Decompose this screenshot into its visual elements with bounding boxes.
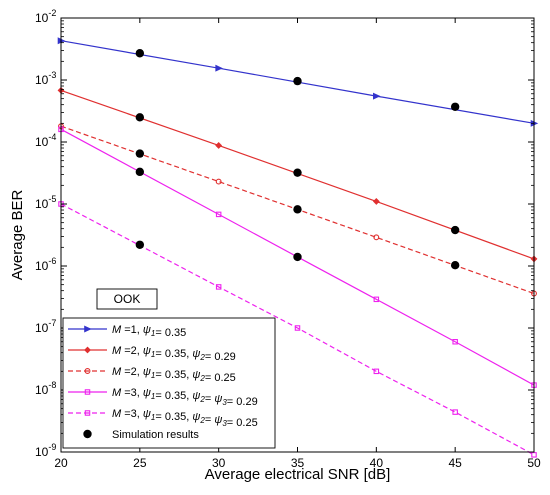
simulation-point-5 — [293, 168, 302, 177]
annotation-box — [96, 288, 158, 310]
y-tick-label-4: 10-6 — [35, 256, 56, 273]
series-4-marker-4 — [373, 296, 380, 303]
x-tick-label-6: 45 — [448, 456, 462, 470]
legend-label-3: M =2, ψ1= 0.35, ψ2= 0.25 — [112, 366, 236, 384]
simulation-point-11 — [293, 252, 302, 262]
legend-marker-3 — [84, 368, 91, 374]
simulation-point-3 — [450, 102, 460, 111]
series-4-marker-2 — [215, 211, 222, 218]
series-3-marker-2 — [215, 178, 222, 185]
y-tick-label-3: 10-7 — [35, 318, 56, 335]
y-tick-label-7: 10-3 — [35, 70, 56, 87]
simulation-point-6 — [450, 225, 460, 235]
series-2-marker-2 — [215, 142, 223, 149]
x-tick-label-7: 50 — [527, 456, 541, 470]
series-1-marker-3 — [373, 92, 381, 100]
simulation-point-12 — [135, 240, 145, 249]
series-5-marker-2 — [215, 284, 222, 290]
y-tick-label-6: 10-4 — [35, 132, 56, 149]
x-tick-label-5: 40 — [370, 456, 384, 470]
y-tick-label-8: 10-2 — [35, 8, 56, 25]
series-5-marker-6 — [531, 452, 537, 458]
simulation-point-4 — [135, 113, 145, 122]
annotation-text: OOK — [114, 292, 141, 306]
legend-label-5: M =3, ψ1= 0.35, ψ2= ψ3= 0.25 — [112, 408, 258, 429]
x-tick-label-1: 20 — [54, 456, 68, 470]
legend-label-2: M =2, ψ1= 0.35, ψ2= 0.29 — [112, 345, 236, 363]
x-tick-label-3: 30 — [212, 456, 226, 470]
series-5-marker-5 — [452, 409, 458, 415]
legend-label-1: M =1, ψ1= 0.35 — [112, 324, 186, 339]
legend-label-4: M =3, ψ1= 0.35, ψ2= ψ3= 0.29 — [112, 387, 258, 408]
legend-marker-simulation — [83, 429, 92, 439]
simulation-layer — [135, 49, 460, 270]
simulation-point-10 — [135, 167, 145, 177]
legend-box — [62, 317, 276, 449]
y-tick-label-5: 10-5 — [35, 194, 56, 211]
legend-marker-1 — [84, 325, 92, 333]
y-tick-label-2: 10-8 — [35, 380, 56, 397]
simulation-point-1 — [135, 49, 145, 58]
series-4-line — [60, 128, 535, 386]
simulation-point-7 — [135, 149, 145, 158]
series-2-marker-3 — [372, 198, 380, 205]
axes-layer: 20 25 30 35 40 45 50 10-9 10-8 10-7 10-6 10-5 10-4 10… — [9, 8, 541, 483]
series-5-line — [60, 203, 535, 456]
simulation-point-8 — [293, 205, 302, 214]
annotation-layer: OOK — [96, 288, 158, 310]
y-tick-label-1: 10-9 — [35, 442, 56, 459]
legend-label-simulation: Simulation results — [112, 429, 199, 441]
legend-marker-2 — [84, 346, 91, 354]
legend-marker-4 — [84, 389, 91, 395]
simulation-point-2 — [293, 76, 302, 86]
x-tick-label-2: 25 — [133, 456, 147, 470]
series-4-marker-5 — [452, 339, 458, 345]
x-tick-label-4: 35 — [291, 456, 305, 470]
series-5-marker-4 — [373, 368, 380, 375]
legend: M =1, ψ1= 0.35 M =2, ψ1= 0.35, ψ2= 0.29 M … — [62, 317, 276, 449]
simulation-point-9 — [450, 261, 460, 270]
series-1-marker-2 — [215, 64, 223, 72]
series-5-marker-3 — [294, 325, 301, 331]
series-3-marker-3 — [373, 234, 380, 241]
y-axis-title: Average BER — [9, 190, 26, 281]
x-axis-title: Average electrical SNR [dB] — [205, 466, 391, 483]
legend-marker-5 — [84, 410, 91, 416]
